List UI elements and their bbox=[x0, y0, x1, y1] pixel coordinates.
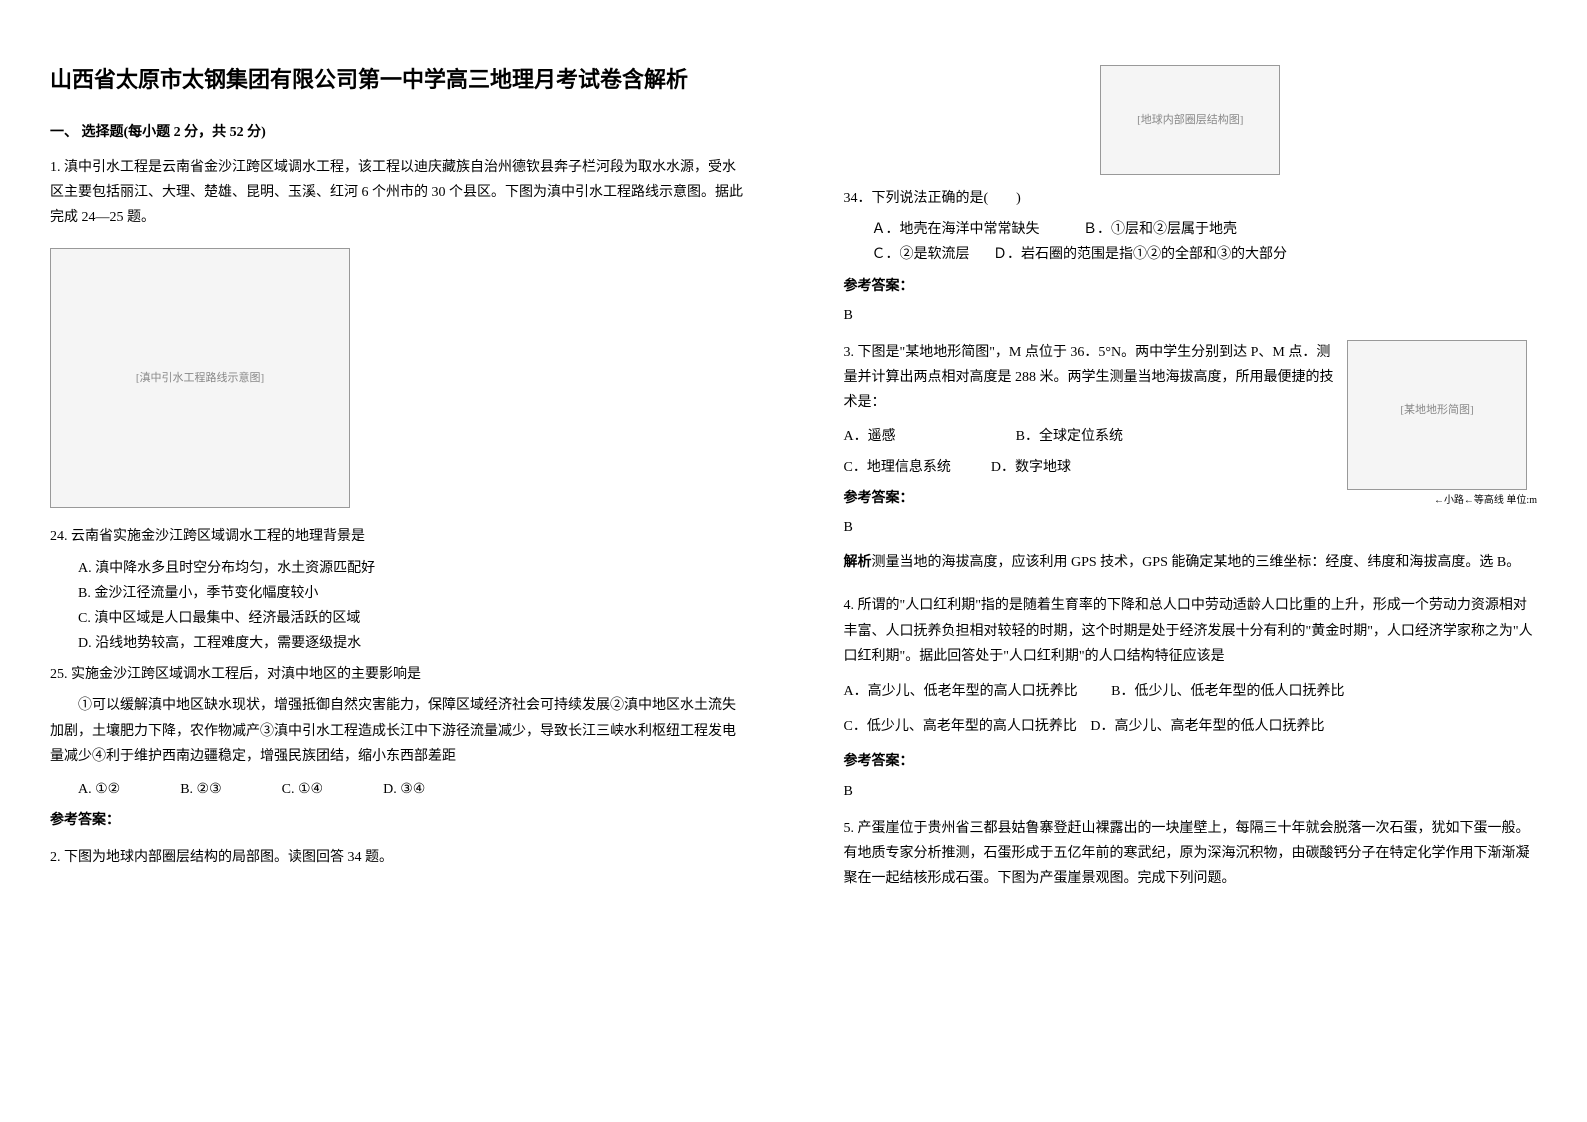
q3-explain-label: 解析 bbox=[844, 555, 872, 570]
q1-24-a: A. 滇中降水多且时空分布均匀，水土资源匹配好 bbox=[50, 556, 744, 581]
q2-sub34-options: Ａ．地壳在海洋中常常缺失 Ｂ．①层和②层属于地壳 Ｃ．②是软流层 Ｄ．岩石圈的范… bbox=[844, 217, 1538, 267]
q1-25-d: D. ③④ bbox=[383, 777, 425, 802]
q1-sub24: 24. 云南省实施金沙江跨区域调水工程的地理背景是 bbox=[50, 524, 744, 549]
q4-answer-label: 参考答案： bbox=[844, 749, 1538, 774]
left-column: 山西省太原市太钢集团有限公司第一中学高三地理月考试卷含解析 一、 选择题(每小题… bbox=[0, 0, 794, 1122]
q3-d: D．数字地球 bbox=[991, 455, 1071, 480]
q2-answer-label: 参考答案： bbox=[844, 274, 1538, 299]
q4-c: C．低少儿、高老年型的高人口抚养比 bbox=[844, 719, 1077, 734]
q1-sub24-options: A. 滇中降水多且时空分布均匀，水土资源匹配好 B. 金沙江径流量小，季节变化幅… bbox=[50, 556, 744, 657]
q2-stem: 2. 下图为地球内部圈层结构的局部图。读图回答 34 题。 bbox=[50, 845, 744, 870]
question-2-stem: 2. 下图为地球内部圈层结构的局部图。读图回答 34 题。 bbox=[50, 845, 744, 870]
q3-answer: B bbox=[844, 515, 1538, 540]
q3-b: B．全球定位系统 bbox=[1016, 424, 1123, 449]
right-column: [地球内部圈层结构图] 34．下列说法正确的是( ) Ａ．地壳在海洋中常常缺失 … bbox=[794, 0, 1587, 1122]
q3-options-row2: C．地理信息系统 D．数字地球 bbox=[844, 455, 1338, 480]
question-3: [某地地形简图] ←小路←等高线 单位:m 3. 下图是"某地地形简图"，M 点… bbox=[844, 340, 1538, 576]
q4-stem: 4. 所谓的"人口红利期"指的是随着生育率的下降和总人口中劳动适龄人口比重的上升… bbox=[844, 593, 1538, 669]
question-4: 4. 所谓的"人口红利期"指的是随着生育率的下降和总人口中劳动适龄人口比重的上升… bbox=[844, 593, 1538, 803]
section-heading: 一、 选择题(每小题 2 分，共 52 分) bbox=[50, 120, 744, 145]
q1-answer-label: 参考答案： bbox=[50, 808, 744, 833]
q3-figure: [某地地形简图] bbox=[1347, 340, 1527, 490]
q3-figure-wrap: [某地地形简图] ←小路←等高线 单位:m bbox=[1337, 340, 1537, 510]
q4-answer: B bbox=[844, 779, 1538, 804]
q3-legend: ←小路←等高线 单位:m bbox=[1337, 492, 1537, 510]
q1-sub25-text: ①可以缓解滇中地区缺水现状，增强抵御自然灾害能力，保障区域经济社会可持续发展②滇… bbox=[50, 693, 744, 769]
question-5: 5. 产蛋崖位于贵州省三都县姑鲁寨登赶山裸露出的一块崖壁上，每隔三十年就会脱落一… bbox=[844, 816, 1538, 892]
q1-sub25-options: A. ①② B. ②③ C. ①④ D. ③④ bbox=[50, 777, 744, 802]
question-1: 1. 滇中引水工程是云南省金沙江跨区域调水工程，该工程以迪庆藏族自治州德钦县奔子… bbox=[50, 155, 744, 834]
q3-options-row1: A．遥感 B．全球定位系统 bbox=[844, 424, 1338, 449]
q1-24-d: D. 沿线地势较高，工程难度大，需要逐级提水 bbox=[50, 631, 744, 656]
q4-b: B．低少儿、低老年型的低人口抚养比 bbox=[1111, 684, 1344, 699]
q2-34-a: Ａ．地壳在海洋中常常缺失 bbox=[872, 222, 1040, 237]
q3-a: A．遥感 bbox=[844, 424, 896, 449]
q2-answer: B bbox=[844, 303, 1538, 328]
q4-a: A．高少儿、低老年型的高人口抚养比 bbox=[844, 684, 1078, 699]
q3-explain: 解析测量当地的海拔高度，应该利用 GPS 技术，GPS 能确定某地的三维坐标：经… bbox=[844, 550, 1538, 575]
q3-c: C．地理信息系统 bbox=[844, 455, 951, 480]
question-2-cont: [地球内部圈层结构图] 34．下列说法正确的是( ) Ａ．地壳在海洋中常常缺失 … bbox=[844, 60, 1538, 328]
q1-sub25: 25. 实施金沙江跨区域调水工程后，对滇中地区的主要影响是 bbox=[50, 662, 744, 687]
q4-d: D．高少儿、高老年型的低人口抚养比 bbox=[1090, 719, 1324, 734]
q1-24-c: C. 滇中区域是人口最集中、经济最活跃的区域 bbox=[50, 606, 744, 631]
q2-34-b: Ｂ．①层和②层属于地壳 bbox=[1083, 222, 1237, 237]
q1-24-b: B. 金沙江径流量小，季节变化幅度较小 bbox=[50, 581, 744, 606]
q1-25-c: C. ①④ bbox=[282, 777, 323, 802]
q3-explain-text: 测量当地的海拔高度，应该利用 GPS 技术，GPS 能确定某地的三维坐标：经度、… bbox=[872, 555, 1521, 570]
q1-25-a: A. ①② bbox=[78, 777, 120, 802]
page-title: 山西省太原市太钢集团有限公司第一中学高三地理月考试卷含解析 bbox=[50, 60, 744, 100]
q1-25-b: B. ②③ bbox=[180, 777, 221, 802]
q2-figure: [地球内部圈层结构图] bbox=[1100, 65, 1280, 175]
q2-sub34: 34．下列说法正确的是( ) bbox=[844, 186, 1538, 211]
q2-34-c: Ｃ．②是软流层 bbox=[872, 247, 970, 262]
q2-34-d: Ｄ．岩石圈的范围是指①②的全部和③的大部分 bbox=[993, 247, 1287, 262]
q4-options: A．高少儿、低老年型的高人口抚养比 B．低少儿、低老年型的低人口抚养比 C．低少… bbox=[844, 679, 1538, 739]
q1-figure: [滇中引水工程路线示意图] bbox=[50, 248, 350, 508]
q1-stem: 1. 滇中引水工程是云南省金沙江跨区域调水工程，该工程以迪庆藏族自治州德钦县奔子… bbox=[50, 155, 744, 231]
q5-stem: 5. 产蛋崖位于贵州省三都县姑鲁寨登赶山裸露出的一块崖壁上，每隔三十年就会脱落一… bbox=[844, 816, 1538, 892]
